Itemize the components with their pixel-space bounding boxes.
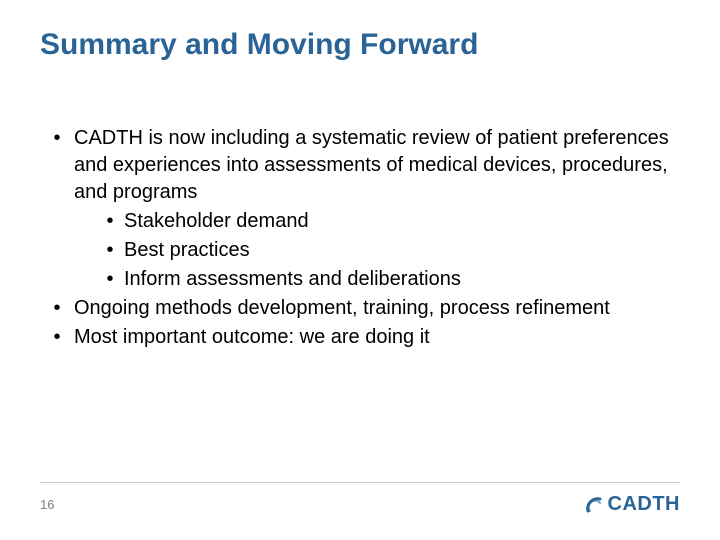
slide-title: Summary and Moving Forward <box>40 28 680 63</box>
bullet-text: Inform assessments and deliberations <box>124 266 680 293</box>
bullet-item: • CADTH is now including a systematic re… <box>40 125 680 206</box>
bullet-dot-icon: • <box>40 295 74 322</box>
slide: Summary and Moving Forward • CADTH is no… <box>0 0 720 540</box>
logo-mark-icon <box>586 497 602 513</box>
bullet-dot-icon: • <box>96 237 124 264</box>
cadth-logo: CADTH <box>586 493 681 516</box>
logo-text: CADTH <box>608 493 681 516</box>
page-number: 16 <box>40 497 54 512</box>
slide-footer: 16 CADTH <box>40 482 680 516</box>
bullet-dot-icon: • <box>96 266 124 293</box>
bullet-text: Ongoing methods development, training, p… <box>74 295 680 322</box>
bullet-dot-icon: • <box>96 208 124 235</box>
bullet-dot-icon: • <box>40 324 74 351</box>
bullet-text: CADTH is now including a systematic revi… <box>74 125 680 206</box>
slide-body: • CADTH is now including a systematic re… <box>40 125 680 351</box>
bullet-item: • Most important outcome: we are doing i… <box>40 324 680 351</box>
bullet-text: Most important outcome: we are doing it <box>74 324 680 351</box>
bullet-subitem: • Stakeholder demand <box>40 208 680 235</box>
bullet-dot-icon: • <box>40 125 74 152</box>
bullet-subitem: • Inform assessments and deliberations <box>40 266 680 293</box>
bullet-text: Stakeholder demand <box>124 208 680 235</box>
bullet-subitem: • Best practices <box>40 237 680 264</box>
bullet-text: Best practices <box>124 237 680 264</box>
bullet-item: • Ongoing methods development, training,… <box>40 295 680 322</box>
